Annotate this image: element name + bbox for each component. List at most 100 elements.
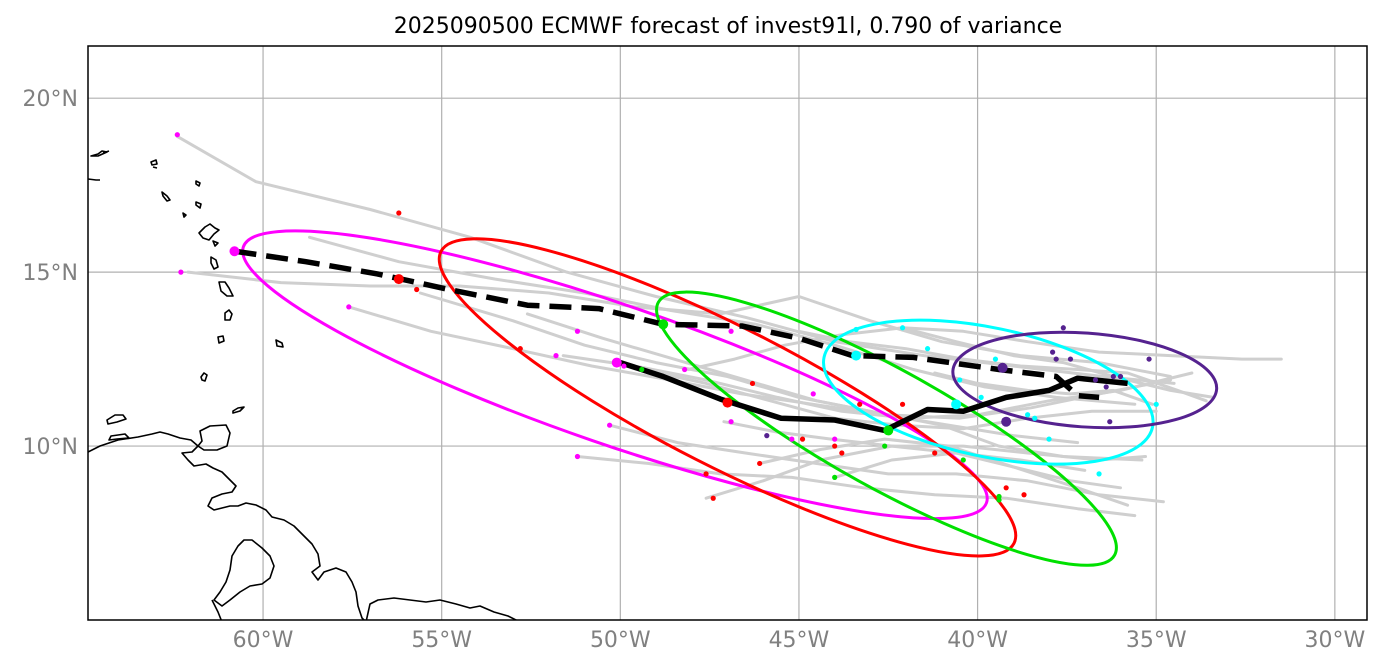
member-dot: [764, 433, 770, 439]
ellipse-center-dot: [997, 362, 1008, 373]
coast-island: [102, 150, 110, 154]
coast-island: [195, 201, 202, 209]
member-dot: [1050, 349, 1056, 355]
member-dot: [1117, 373, 1124, 380]
member-dot: [1021, 492, 1027, 498]
member-dot: [853, 326, 859, 333]
coast-island: [182, 212, 187, 218]
coast-island: [150, 159, 158, 166]
member-dot: [957, 377, 963, 383]
member-dot: [728, 419, 734, 425]
ensemble-member-track: [525, 312, 1172, 420]
coast-island: [90, 150, 108, 157]
ensemble-member-track: [686, 326, 1283, 371]
x-tick-label: 30°W: [1304, 628, 1365, 653]
coast-island: [224, 309, 233, 321]
member-dot: [1032, 415, 1038, 421]
ellipse-center-dot: [611, 357, 622, 368]
y-axis-ticks: 20°N 15°N 10°N: [23, 87, 78, 460]
member-dot: [1103, 384, 1109, 390]
member-dot: [1067, 356, 1074, 362]
coast-mainland: [365, 597, 518, 620]
variance-ellipse: [655, 290, 1118, 567]
member-dot: [346, 304, 352, 310]
ensemble-member-track: [797, 329, 1208, 403]
ellipse-center-dot: [658, 319, 669, 330]
member-dot: [832, 474, 838, 480]
member-dot: [728, 328, 734, 334]
member-dot: [517, 346, 523, 352]
member-dot: [839, 450, 845, 456]
member-dot: [960, 457, 966, 463]
member-dot: [899, 325, 906, 331]
member-dot: [857, 401, 863, 407]
coastlines: [88, 150, 518, 620]
x-tick-label: 50°W: [590, 628, 651, 653]
coast-island: [218, 281, 234, 297]
member-dot: [607, 422, 613, 428]
member-dot: [992, 356, 999, 362]
member-dot: [1003, 485, 1009, 491]
member-dot: [703, 471, 709, 477]
member-dot: [1025, 412, 1031, 418]
plot-frame: [87, 45, 1368, 621]
ensemble-member-track: [704, 444, 1147, 500]
member-dot: [396, 210, 402, 216]
coast-island: [161, 191, 171, 202]
member-dot: [1107, 419, 1113, 425]
member-dot: [1046, 436, 1052, 442]
variance-ellipses: [241, 229, 1219, 567]
mean-track: [619, 359, 1128, 434]
member-dot: [682, 366, 688, 373]
y-tick-label: 15°N: [23, 261, 78, 286]
y-tick-label: 20°N: [23, 87, 78, 112]
x-tick-label: 40°W: [947, 628, 1008, 653]
member-dot: [932, 450, 938, 456]
member-dot: [882, 443, 888, 449]
ellipse-center-dot: [393, 274, 404, 285]
member-dot: [757, 460, 763, 467]
member-dot: [621, 363, 627, 369]
member-position-dots: [174, 132, 1159, 503]
member-dot: [899, 401, 906, 407]
member-dot: [414, 286, 420, 293]
member-dot: [639, 366, 645, 373]
ensemble-member-track: [418, 291, 1144, 462]
ensemble-member-track: [758, 437, 1130, 507]
member-dot: [832, 436, 838, 442]
member-dot: [799, 436, 806, 442]
member-dot: [832, 443, 838, 449]
coast-island: [88, 178, 100, 181]
coast-island: [210, 256, 219, 270]
figure-title: 2025090500 ECMWF forecast of invest91l, …: [394, 14, 1062, 39]
gridlines: [88, 46, 1367, 620]
ellipse-center-dot: [1001, 416, 1012, 427]
x-tick-label: 55°W: [411, 628, 472, 653]
coast-island: [197, 424, 231, 451]
ensemble-member-track: [308, 235, 1137, 406]
member-dot: [924, 346, 931, 352]
x-tick-label: 60°W: [233, 628, 294, 653]
member-dot: [749, 380, 756, 387]
x-axis-ticks: 60°W 55°W 50°W 45°W 40°W 35°W 30°W: [233, 628, 1366, 653]
member-dot: [174, 132, 180, 138]
ellipse-center-dot: [851, 350, 862, 361]
member-dot: [978, 394, 984, 400]
member-dot: [178, 269, 184, 275]
member-dot: [810, 391, 816, 397]
coast-island: [106, 414, 127, 425]
coast-island: [200, 372, 208, 382]
member-dot: [1060, 325, 1066, 331]
x-tick-label: 45°W: [769, 628, 830, 653]
member-dot: [996, 497, 1002, 503]
coast-island: [152, 166, 158, 169]
coast-island: [212, 240, 219, 247]
variance-ellipse: [822, 318, 1155, 466]
coast-island: [198, 223, 220, 241]
member-dot: [1053, 356, 1059, 362]
variance-ellipse: [241, 229, 989, 521]
member-dot: [553, 353, 559, 359]
ellipse-center-dot: [229, 246, 240, 257]
ellipse-center-dot: [951, 399, 962, 410]
member-dot: [574, 453, 581, 460]
